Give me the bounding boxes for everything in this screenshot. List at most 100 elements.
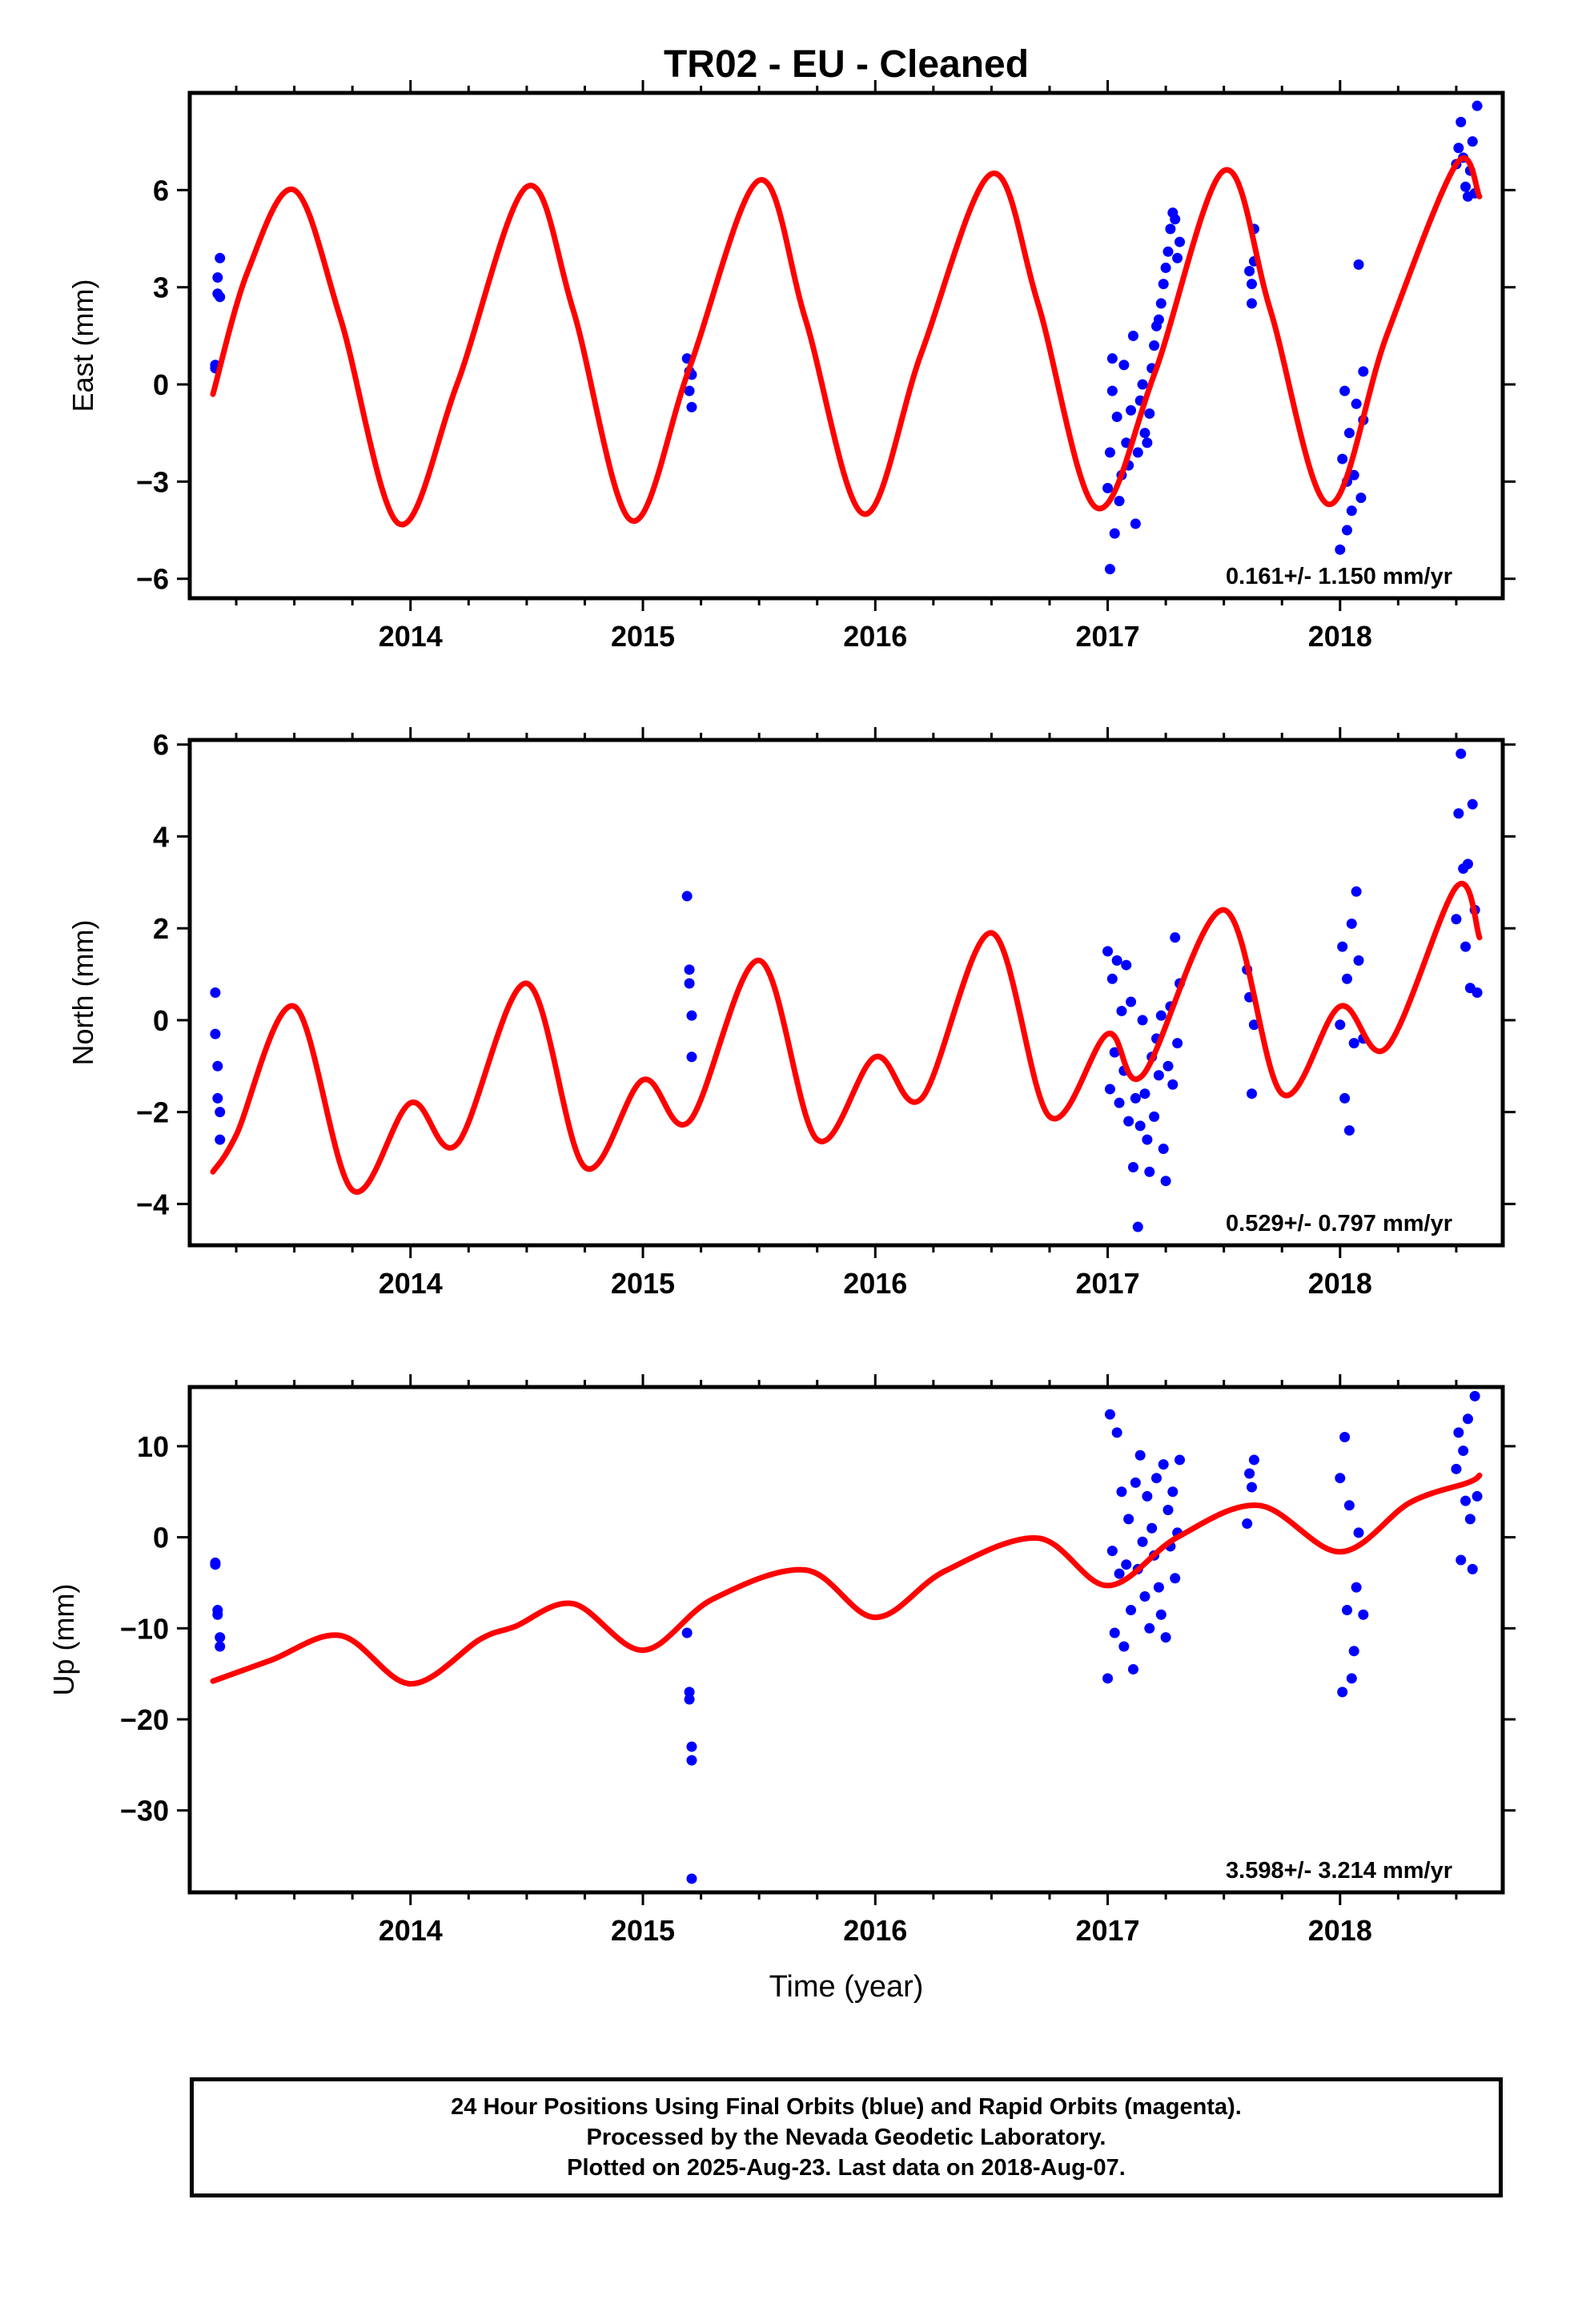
east-data-point: [1170, 214, 1181, 225]
north-x-tick-label: 2015: [611, 1267, 675, 1300]
east-x-tick-label: 2015: [611, 620, 675, 653]
up-data-point: [1242, 1518, 1253, 1530]
up-data-point: [1106, 1546, 1118, 1557]
footer-box: 24 Hour Positions Using Final Orbits (bl…: [190, 2077, 1503, 2197]
north-data-point: [686, 1051, 697, 1063]
up-data-point: [1458, 1445, 1469, 1457]
north-y-tick-label: 2: [153, 912, 169, 945]
north-y-tick-label: −2: [136, 1096, 169, 1129]
north-data-point: [1130, 1092, 1141, 1104]
north-data-point: [1337, 941, 1348, 952]
up-data-point: [1162, 1504, 1174, 1515]
north-data-point: [1172, 1038, 1183, 1049]
up-y-tick-label: −10: [120, 1612, 169, 1645]
east-data-point: [1174, 236, 1186, 247]
east-data-point: [1137, 379, 1148, 390]
up-data-point: [1343, 1500, 1355, 1511]
up-data-point: [1358, 1609, 1369, 1620]
north-y-axis-label: North (mm): [66, 920, 99, 1066]
up-data-point: [686, 1741, 697, 1752]
up-data-point: [1123, 1514, 1134, 1525]
up-data-point: [1247, 1482, 1258, 1493]
east-data-point: [1335, 544, 1346, 555]
east-y-axis-label: East (mm): [66, 279, 99, 412]
panel-up: 2014 2015 2016 2017 2018 −30 −20 −10 0 10 Up (mm) T…: [47, 1374, 1516, 2004]
up-data-point: [212, 1609, 223, 1620]
up-y-tick-label: −30: [120, 1795, 169, 1827]
up-data-point: [1335, 1473, 1346, 1484]
east-data-point: [1355, 493, 1367, 504]
up-data-point: [1151, 1473, 1162, 1484]
east-y-tick-label: 0: [153, 368, 169, 401]
east-data-point: [1155, 298, 1166, 309]
up-data-point: [1170, 1573, 1181, 1584]
north-data-point: [684, 964, 695, 975]
up-data-point: [1351, 1582, 1362, 1593]
up-data-point: [1451, 1463, 1462, 1474]
up-x-tick-label: 2016: [843, 1914, 907, 1947]
east-data-point: [1132, 447, 1143, 458]
east-data-point: [1104, 447, 1115, 458]
north-data-point: [1109, 1047, 1120, 1058]
east-data-point: [212, 272, 223, 283]
up-data-point: [1346, 1673, 1357, 1684]
north-data-point: [1126, 996, 1137, 1007]
panel-east: 2014 2015 2016 2017 2018 −6 −3 0 3 6 East (mm) 0.16…: [66, 80, 1516, 653]
east-data-point: [1142, 437, 1153, 448]
east-data-point: [1118, 360, 1130, 371]
east-data-point: [1144, 408, 1155, 419]
east-x-tick-label: 2018: [1308, 620, 1372, 653]
up-data-point: [1155, 1609, 1166, 1620]
up-data-point: [1118, 1641, 1130, 1652]
east-data-point: [1343, 428, 1355, 439]
up-data-point: [1174, 1454, 1186, 1466]
up-data-point: [1348, 1646, 1359, 1657]
north-data-point: [1162, 1060, 1174, 1072]
north-data-point: [681, 891, 693, 902]
up-data-point: [1339, 1432, 1351, 1443]
up-x-tick-label: 2014: [379, 1914, 443, 1947]
east-data-point: [1160, 262, 1171, 273]
north-data-point: [1132, 1221, 1143, 1232]
north-data-point: [1348, 1038, 1359, 1049]
east-data-point: [1158, 279, 1169, 290]
up-data-point: [1167, 1486, 1178, 1498]
footer-line-2: Processed by the Nevada Geodetic Laborat…: [586, 2125, 1106, 2150]
up-data-point: [1126, 1605, 1137, 1616]
up-data-point: [1342, 1605, 1353, 1616]
north-x-tick-label: 2014: [379, 1267, 443, 1300]
north-data-point: [1160, 1176, 1171, 1187]
north-data-point: [1114, 1097, 1125, 1108]
east-x-tick-label: 2017: [1076, 620, 1140, 653]
east-data-point: [1353, 259, 1364, 270]
up-data-point: [1472, 1490, 1483, 1502]
north-model-curve: [210, 881, 1483, 1195]
north-data-point: [212, 1060, 223, 1072]
north-x-tick-label: 2018: [1308, 1267, 1372, 1300]
north-data-point: [1127, 1161, 1138, 1172]
north-data-point: [1353, 955, 1364, 966]
up-data-point: [1139, 1590, 1150, 1602]
north-data-point: [212, 1092, 223, 1104]
up-data-point: [1109, 1627, 1120, 1638]
up-data-point: [686, 1755, 697, 1766]
up-model-curve: [210, 1472, 1483, 1687]
north-data-point: [1343, 1125, 1355, 1136]
up-plot-frame: [187, 1385, 1505, 1895]
up-data-point: [210, 1559, 221, 1570]
up-x-tick-label: 2018: [1308, 1914, 1372, 1947]
east-data-point: [1130, 518, 1141, 529]
footer-line-1: 24 Hour Positions Using Final Orbits (bl…: [451, 2094, 1242, 2120]
east-data-point: [1247, 279, 1258, 290]
up-data-point: [1104, 1409, 1115, 1420]
east-data-point: [1165, 223, 1176, 235]
up-data-point: [1460, 1495, 1472, 1506]
up-data-point: [1453, 1427, 1464, 1438]
east-data-point: [1472, 100, 1483, 111]
up-data-point: [1130, 1477, 1141, 1488]
east-data-point: [1126, 404, 1137, 416]
north-data-point: [1121, 959, 1132, 971]
north-data-point: [1351, 886, 1362, 897]
north-plot-frame: [187, 738, 1505, 1248]
east-data-point: [1342, 525, 1353, 536]
